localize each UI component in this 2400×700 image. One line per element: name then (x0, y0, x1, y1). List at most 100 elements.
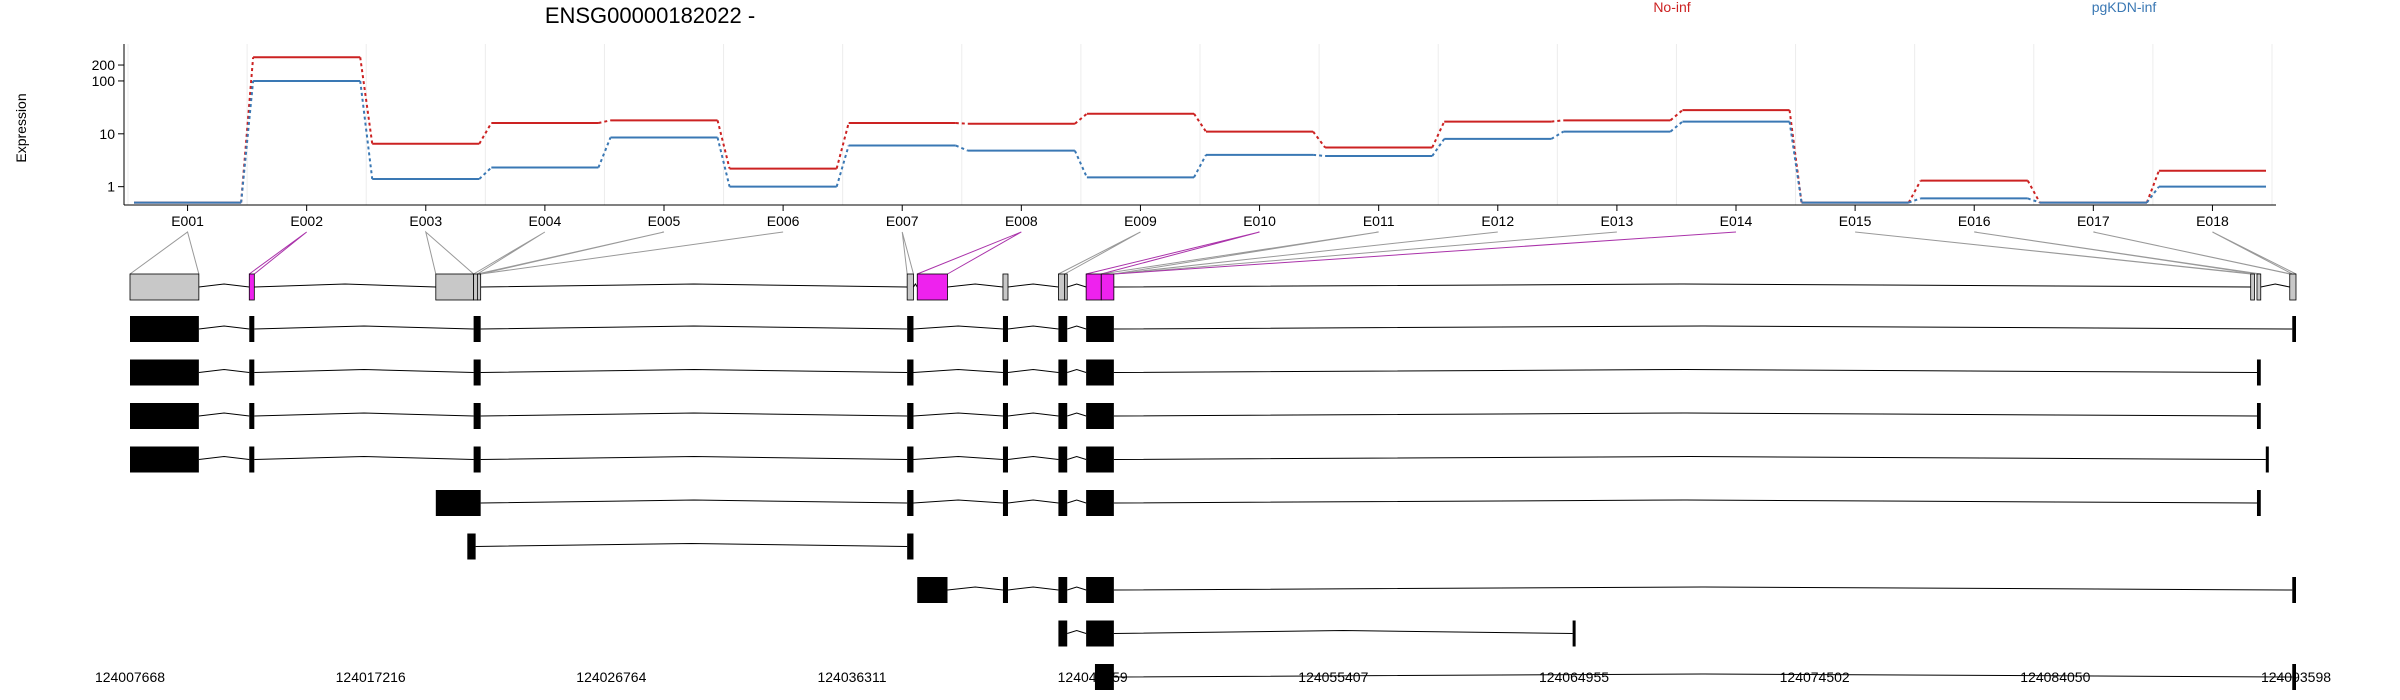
transcript-exon (473, 446, 481, 473)
y-axis-label: Expression (13, 93, 29, 162)
transcript-exon (1002, 316, 1008, 342)
transcript-exon (1094, 664, 1114, 690)
x-tick-label: E015 (1839, 213, 1872, 229)
exon-bin (1064, 273, 1068, 301)
intron-line (1007, 455, 1059, 460)
intron-line (254, 325, 474, 330)
transcript-exon (1058, 490, 1068, 516)
x-tick-label: E004 (529, 213, 562, 229)
data-connector (716, 120, 731, 169)
bin-link (473, 231, 546, 275)
exon-bin (916, 273, 948, 301)
intron-line (254, 412, 474, 417)
transcript-exon (1086, 446, 1114, 473)
exon-bin (1085, 273, 1102, 301)
data-connector (716, 137, 731, 187)
x-tick-label: E007 (886, 213, 919, 229)
transcript-exon (907, 316, 914, 342)
transcript-exon (917, 577, 948, 603)
transcript-exon (1058, 403, 1068, 429)
transcript-exon (473, 316, 481, 342)
transcript-exon (1002, 446, 1008, 473)
transcript-exon (907, 446, 914, 473)
chart-title: ENSG00000182022 - (545, 3, 755, 28)
transcript-exon (1086, 490, 1114, 516)
transcript-exon (2256, 490, 2261, 516)
exon-bin (476, 273, 482, 301)
transcript-exon (249, 359, 255, 386)
intron-line (1113, 586, 2293, 591)
bin-link (1974, 231, 2261, 275)
series-pgkdn-inf (134, 79, 2266, 204)
intron-line (198, 412, 250, 417)
transcript-3 (130, 403, 2261, 429)
data-connector (1669, 120, 1684, 133)
data-connector (1550, 130, 1564, 140)
intron-line (198, 368, 250, 373)
x-tick-label: E013 (1601, 213, 1634, 229)
genomic-tick-label: 124093598 (2261, 669, 2331, 685)
intron-line (254, 455, 474, 460)
exon-bin (435, 273, 475, 301)
intron-line (2260, 283, 2290, 288)
intron-line (1067, 586, 1087, 591)
transcript-exon (907, 490, 914, 516)
y-tick-label: 200 (92, 57, 116, 73)
bin-link (1058, 231, 1141, 275)
bin-link (2212, 231, 2297, 275)
transcript-exon (907, 359, 914, 386)
bin-link (480, 231, 784, 275)
intron-line (913, 412, 1003, 417)
intron-line (480, 499, 908, 504)
transcript-exon (1002, 577, 1008, 603)
data-connector (597, 137, 612, 168)
bin-link (129, 231, 200, 275)
data-connector (1193, 154, 1207, 178)
x-tick-label: E011 (1363, 213, 1395, 229)
transcript-exon (1086, 403, 1114, 429)
x-tick-label: E014 (1720, 213, 1753, 229)
intron-line (1113, 629, 1573, 634)
intron-line (1113, 499, 2257, 504)
x-tick-label: E009 (1124, 213, 1157, 229)
data-connector (2027, 197, 2041, 204)
transcript-exon (1058, 446, 1068, 473)
data-connector (1073, 150, 1088, 178)
transcript-exon (473, 359, 481, 386)
transcript-exon (2292, 316, 2296, 342)
data-connector (1669, 109, 1684, 122)
intron-line (1007, 283, 1059, 288)
x-tick-label: E008 (1005, 213, 1038, 229)
exon-bin (2250, 273, 2255, 301)
transcript-5 (435, 490, 2261, 516)
data-connector (1908, 197, 1921, 204)
intron-line (947, 586, 1004, 591)
genomic-tick-label: 124017216 (336, 669, 406, 685)
transcript-exon (1572, 620, 1576, 647)
bin-link (1113, 231, 1737, 275)
data-connector (1431, 121, 1446, 148)
transcript-exon (435, 490, 481, 516)
intron-line (1113, 673, 2293, 678)
bin-link (901, 231, 914, 275)
transcript-exon (1058, 577, 1068, 603)
transcript-exon (1086, 620, 1114, 647)
intron-line (913, 283, 918, 288)
x-tick-label: E001 (171, 213, 204, 229)
genomic-tick-label: 124055407 (1298, 669, 1368, 685)
bin-link (1113, 231, 1617, 275)
x-tick-label: E006 (767, 213, 800, 229)
transcript-exon (2292, 664, 2296, 690)
intron-line (1067, 455, 1087, 460)
intron-line (1113, 283, 2251, 288)
genomic-tick-label: 124045859 (1058, 669, 1128, 685)
data-connector (240, 80, 255, 203)
y-tick-label: 10 (99, 126, 115, 142)
transcript-exon (907, 403, 914, 429)
transcript-1 (130, 316, 2296, 342)
x-tick-label: E012 (1481, 213, 1514, 229)
intron-line (1007, 586, 1059, 591)
y-tick-label: 100 (92, 73, 116, 89)
